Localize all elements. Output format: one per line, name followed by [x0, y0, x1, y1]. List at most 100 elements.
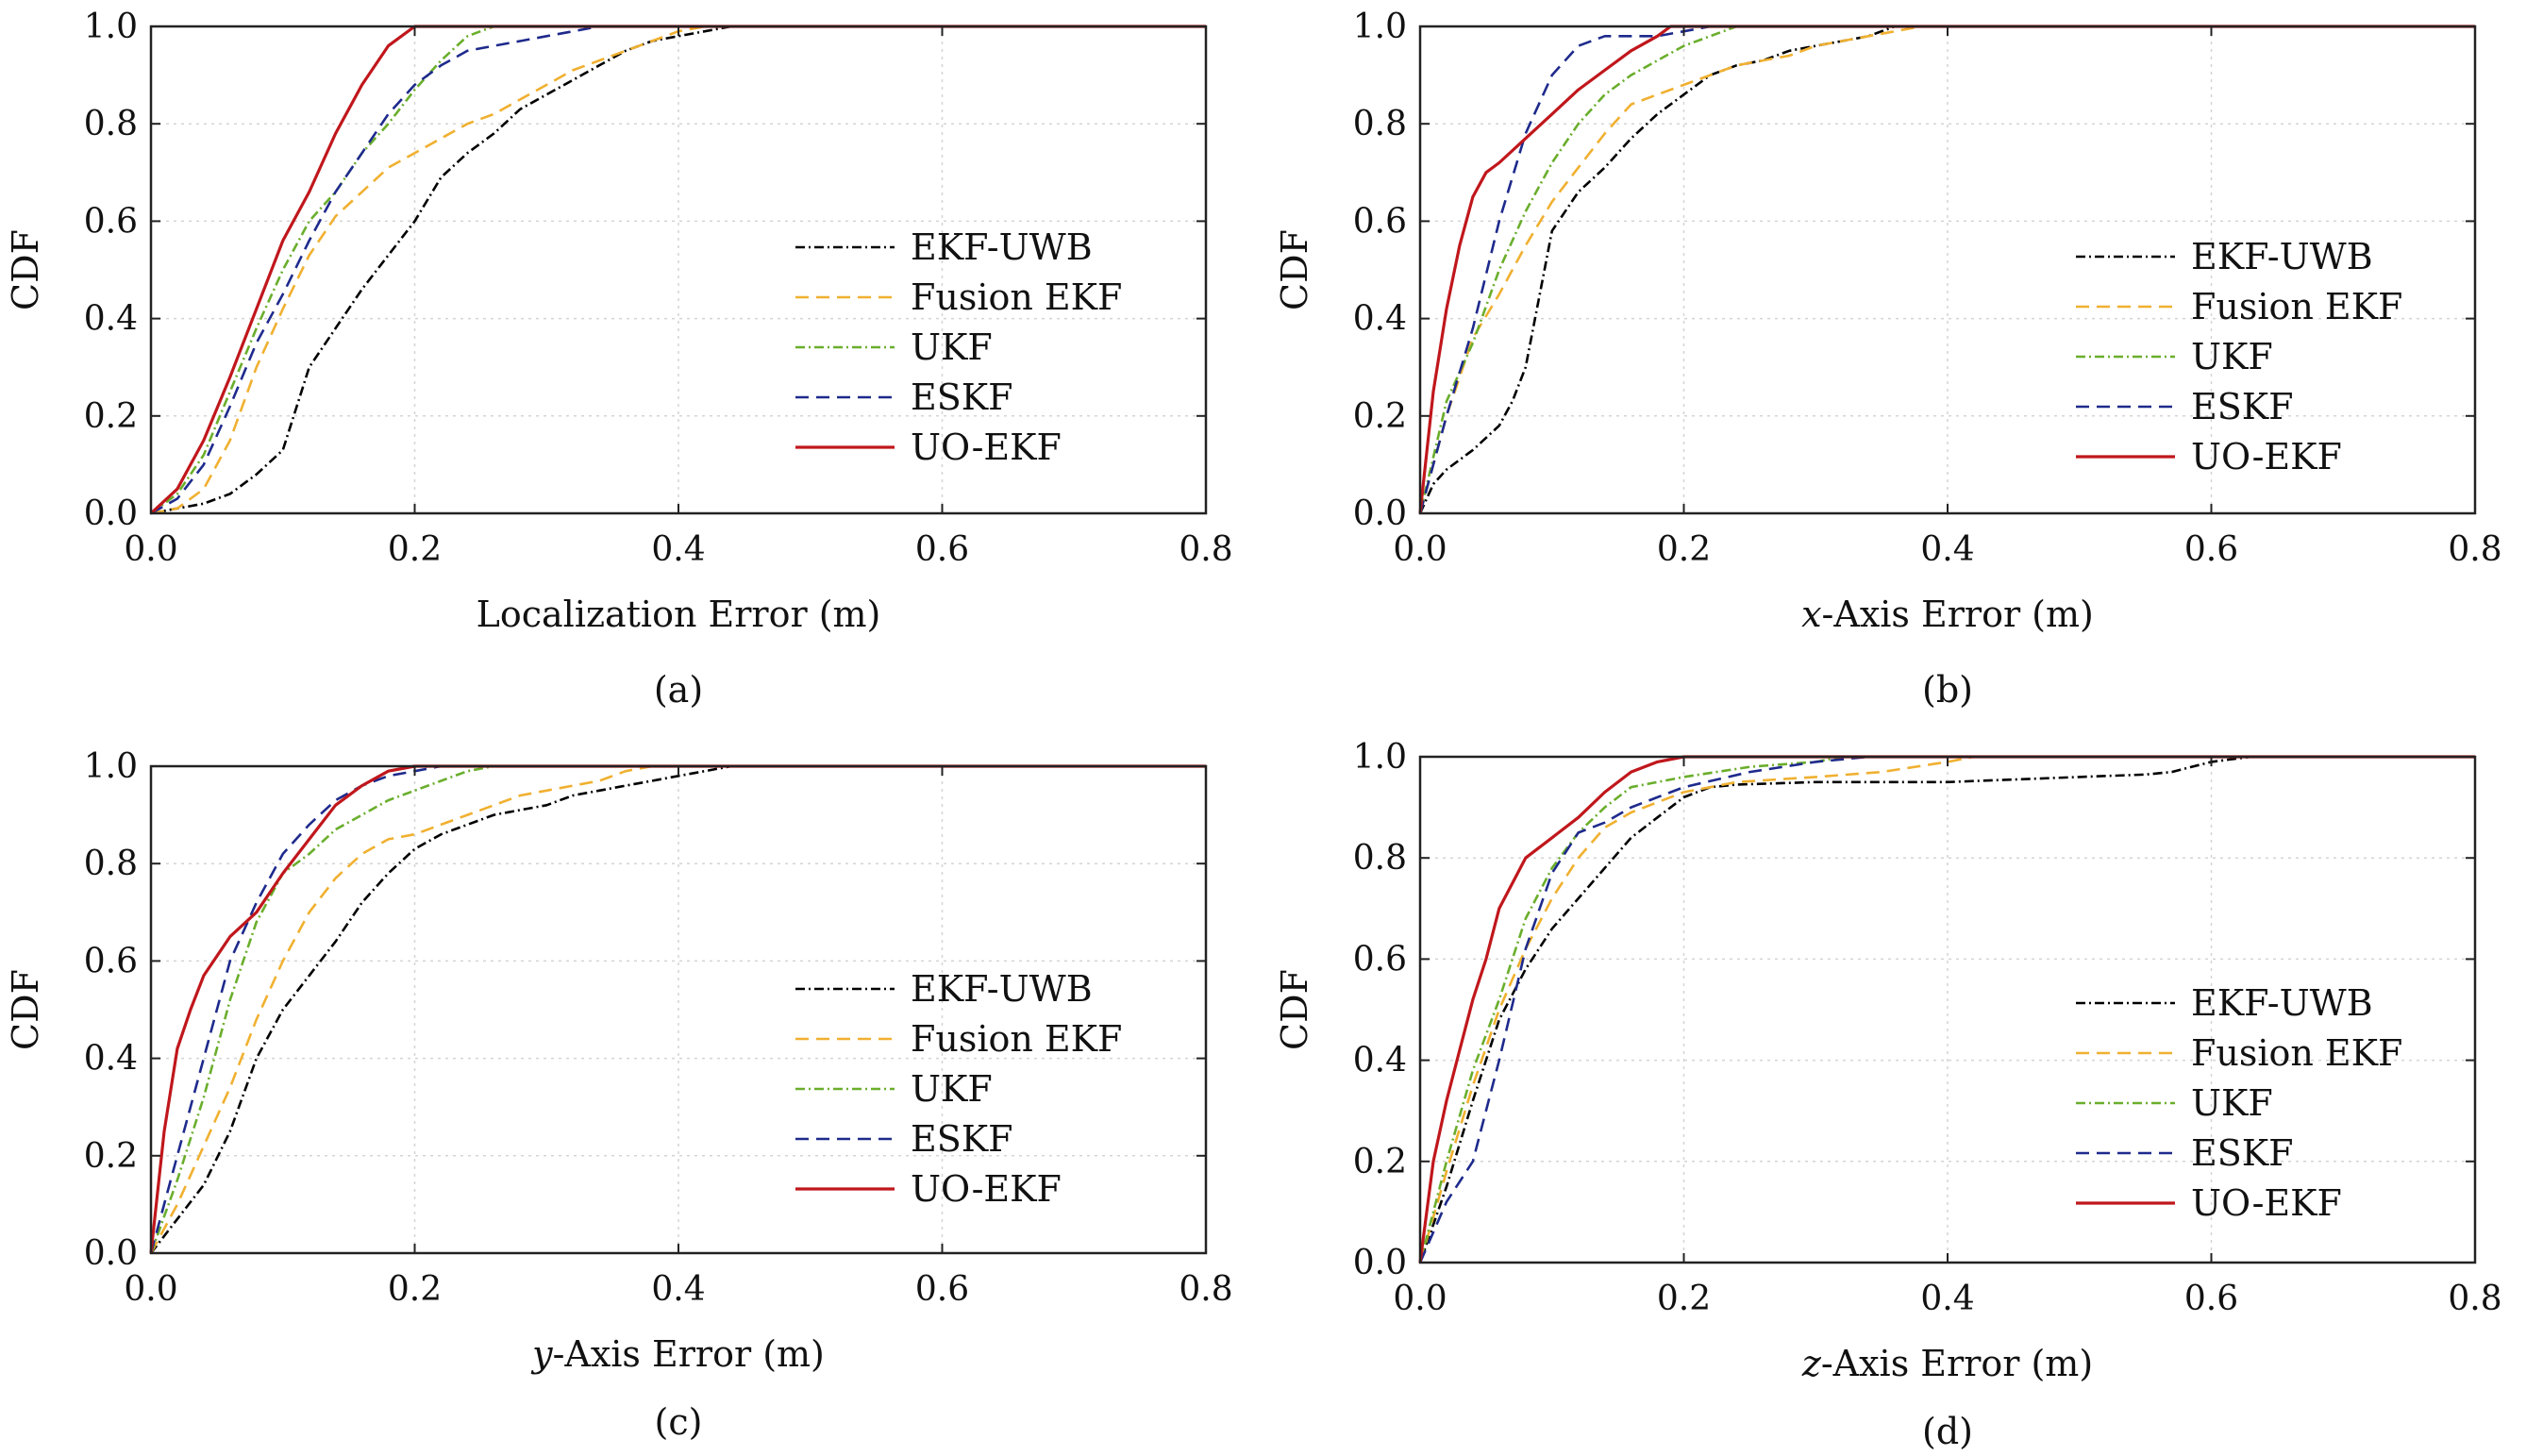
legend-entry-label: Fusion EKF — [2191, 1032, 2402, 1074]
x-tick-label: 0.6 — [2184, 1280, 2238, 1318]
series-line-eskf — [1418, 755, 2475, 1264]
chart-panel-3: 0.0 0.2 0.4 0.6 0.8 0.0 0.2 0.4 0.6 0.8 1.0 CDF y-Ax… — [5, 747, 1233, 1443]
x-tick-label: 0.2 — [1657, 1280, 1711, 1318]
series-line-ukf — [1418, 755, 2475, 1264]
series-line-ukf — [1418, 25, 2475, 514]
series-line-fusion-ekf — [1418, 25, 2475, 514]
series-line-uo-ekf — [149, 25, 1206, 515]
y-tick-label: 0.4 — [84, 1040, 138, 1079]
legend-entry-label: Fusion EKF — [911, 276, 1122, 318]
legend-entry-label: UO-EKF — [2191, 436, 2342, 477]
legend-entry-label: ESKF — [911, 377, 1013, 418]
legend-entry-label: Fusion EKF — [911, 1018, 1122, 1060]
y-tick-label: 0.6 — [84, 942, 138, 980]
x-tick-label: 0.6 — [2184, 530, 2238, 569]
legend-entry-label: EKF-UWB — [911, 968, 1093, 1010]
x-axis-label-variable: z — [1801, 1343, 1822, 1384]
series-line-ekf-uwb — [1418, 755, 2475, 1264]
y-tick-label: 0.6 — [1353, 202, 1407, 241]
legend-entry-label: ESKF — [2191, 386, 2294, 427]
legend: EKF-UWB Fusion EKF UKF ESKF UO-EKF — [2076, 236, 2402, 477]
y-tick-label: 1.0 — [1353, 8, 1407, 46]
y-tick-label: 0.0 — [1353, 1244, 1407, 1282]
y-tick-label: 0.8 — [84, 105, 138, 143]
x-axis-label: Localization Error (m) — [477, 594, 881, 635]
x-tick-label: 0.2 — [388, 1270, 442, 1309]
x-tick-label: 0.0 — [124, 530, 177, 569]
legend: EKF-UWB Fusion EKF UKF ESKF UO-EKF — [795, 968, 1122, 1210]
x-axis-label: y-Axis Error (m) — [530, 1333, 825, 1375]
panel-label: (c) — [655, 1401, 703, 1443]
y-tick-label: 0.4 — [1353, 1042, 1407, 1080]
y-tick-label: 0.6 — [1353, 940, 1407, 979]
x-tick-label: 0.4 — [1920, 1280, 1974, 1318]
y-axis-label: CDF — [1274, 969, 1315, 1050]
x-tick-label: 0.0 — [1393, 530, 1447, 569]
y-tick-label: 1.0 — [84, 747, 138, 786]
y-axis-label: CDF — [1274, 229, 1315, 310]
y-tick-label: 0.0 — [1353, 494, 1407, 533]
x-tick-label: 0.0 — [1393, 1280, 1447, 1318]
x-tick-label: 0.8 — [2448, 530, 2501, 569]
x-tick-label: 0.4 — [1920, 530, 1974, 569]
legend-entry-label: UO-EKF — [911, 1168, 1062, 1210]
x-axis-label-text: -Axis Error (m) — [1821, 1343, 2093, 1384]
y-tick-label: 0.8 — [1353, 105, 1407, 143]
x-axis-label: z-Axis Error (m) — [1801, 1343, 2093, 1384]
y-tick-label: 0.2 — [1353, 1143, 1407, 1181]
y-tick-label: 0.4 — [1353, 300, 1407, 339]
series-line-uo-ekf — [149, 764, 1206, 1254]
series-line-fusion-ekf — [1418, 755, 2475, 1264]
y-tick-label: 0.6 — [84, 202, 138, 241]
y-tick-label: 0.2 — [1353, 397, 1407, 436]
x-axis-label-text: -Axis Error (m) — [553, 1333, 825, 1375]
legend-entry-label: UKF — [2191, 336, 2273, 377]
y-tick-label: 0.8 — [84, 845, 138, 883]
y-tick-label: 0.0 — [84, 1234, 138, 1273]
x-axis-label: x-Axis Error (m) — [1801, 594, 2094, 635]
x-tick-label: 0.8 — [1179, 1270, 1232, 1309]
series-line-uo-ekf — [1418, 25, 2475, 514]
x-tick-label: 0.2 — [1657, 530, 1711, 569]
chart-panel-1: 0.0 0.2 0.4 0.6 0.8 0.0 0.2 0.4 0.6 0.8 1.0 CDF Loca… — [5, 8, 1233, 711]
legend-entry-label: EKF-UWB — [2191, 236, 2373, 277]
y-axis-label: CDF — [5, 969, 46, 1050]
y-tick-label: 1.0 — [84, 8, 138, 46]
legend-entry-label: EKF-UWB — [2191, 982, 2373, 1024]
legend-entry-label: UO-EKF — [911, 427, 1062, 468]
x-tick-label: 0.4 — [651, 1270, 705, 1309]
x-axis-label-variable: y — [530, 1333, 553, 1375]
legend: EKF-UWB Fusion EKF UKF ESKF UO-EKF — [2076, 982, 2402, 1224]
series-line-ukf — [149, 764, 1206, 1254]
panel-label: (a) — [654, 669, 703, 711]
x-tick-label: 0.8 — [2448, 1280, 2501, 1318]
y-tick-label: 0.2 — [84, 397, 138, 436]
x-tick-label: 0.6 — [915, 1270, 969, 1309]
y-axis-label: CDF — [5, 229, 46, 310]
legend-entry-label: UKF — [911, 1068, 993, 1110]
chart-panel-4: 0.0 0.2 0.4 0.6 0.8 0.0 0.2 0.4 0.6 0.8 1.0 CDF z-Ax… — [1274, 738, 2502, 1452]
legend-entry-label: UO-EKF — [2191, 1182, 2342, 1224]
legend-entry-label: Fusion EKF — [2191, 286, 2402, 327]
x-tick-label: 0.6 — [915, 530, 969, 569]
panel-label: (d) — [1922, 1411, 1973, 1452]
legend-entry-label: ESKF — [2191, 1132, 2294, 1174]
x-axis-label-text: -Axis Error (m) — [1822, 594, 2094, 635]
y-tick-label: 0.8 — [1353, 839, 1407, 878]
y-tick-label: 0.0 — [84, 494, 138, 533]
x-tick-label: 0.0 — [124, 1270, 177, 1309]
x-tick-label: 0.8 — [1179, 530, 1232, 569]
y-tick-label: 0.4 — [84, 300, 138, 339]
x-tick-label: 0.2 — [388, 530, 442, 569]
y-tick-label: 1.0 — [1353, 738, 1407, 777]
series-line-uo-ekf — [1418, 755, 2475, 1264]
series-line-ekf-uwb — [149, 764, 1206, 1254]
series-line-ukf — [150, 25, 1206, 515]
x-tick-label: 0.4 — [651, 530, 705, 569]
panel-label: (b) — [1922, 669, 1973, 711]
series-line-eskf — [150, 25, 1206, 515]
legend-entry-label: UKF — [911, 326, 993, 368]
y-tick-label: 0.2 — [84, 1137, 138, 1176]
series-line-fusion-ekf — [149, 764, 1206, 1254]
